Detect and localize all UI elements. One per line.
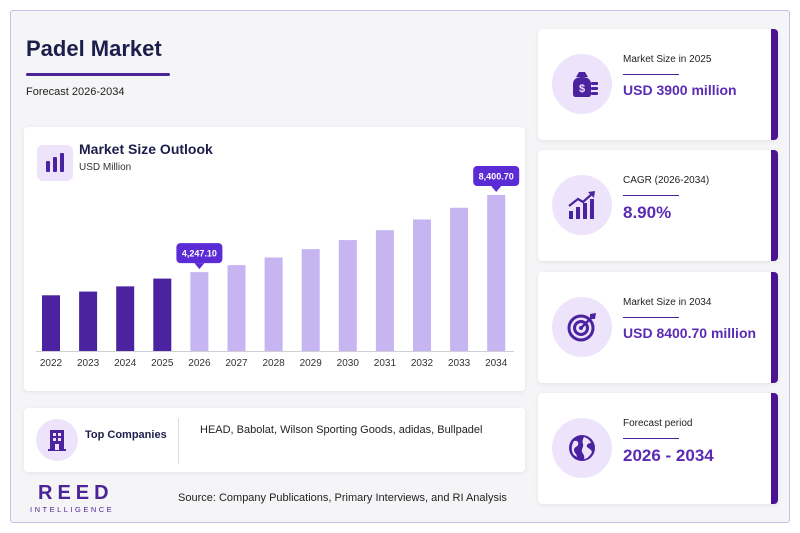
building-icon [36,419,78,461]
bar-2029 [301,249,320,351]
top-companies-label: Top Companies [85,429,167,441]
bar-2034 [487,195,506,351]
stat-card-cagr: CAGR (2026-2034) 8.90% [538,150,778,261]
stat-label: Market Size in 2025 [623,54,712,65]
x-tick-label-2026: 2026 [188,358,211,369]
stat-card-market-size-2034: Market Size in 2034 USD 8400.70 million [538,272,778,383]
money-bag-icon: $ [552,54,612,114]
x-tick-label-2024: 2024 [114,358,137,369]
x-tick-label-2023: 2023 [77,358,100,369]
bar-2031 [375,230,394,351]
x-tick-label-2031: 2031 [374,358,397,369]
stat-label: CAGR (2026-2034) [623,175,710,186]
accent-bar [771,150,778,261]
x-tick-label-2022: 2022 [40,358,63,369]
svg-text:4,247.10: 4,247.10 [182,249,217,259]
bar-2026 [190,272,209,351]
title-underline [26,73,170,76]
x-tick-label-2030: 2030 [337,358,360,369]
source-note: Source: Company Publications, Primary In… [178,492,507,504]
stat-underline [623,317,679,318]
bar-2028 [264,257,283,351]
stat-value: USD 8400.70 million [623,325,757,341]
chart-title: Market Size Outlook [79,141,213,157]
stat-underline [623,195,679,196]
svg-text:$: $ [579,83,585,95]
bar-2024 [116,286,135,351]
stat-value: 2026 - 2034 [623,446,714,465]
stat-card-forecast-period: Forecast period 2026 - 2034 [538,393,778,504]
page-title: Padel Market [26,36,162,61]
x-tick-label-2029: 2029 [300,358,323,369]
x-tick-label-2034: 2034 [485,358,508,369]
page-subtitle: Forecast 2026-2034 [26,86,125,98]
stat-underline [623,438,679,439]
bar-2027 [227,265,246,351]
top-companies-list: HEAD, Babolat, Wilson Sporting Goods, ad… [200,424,483,436]
chart-card: Market Size Outlook USD Million 2022 2023… [24,127,525,391]
data-label-2034: 8,400.70 [473,166,520,192]
accent-bar [771,29,778,140]
x-tick-label-2028: 2028 [262,358,285,369]
data-label-2026: 4,247.10 [176,243,223,270]
divider [178,418,179,464]
x-tick-label-2027: 2027 [225,358,248,369]
globe-icon [552,418,612,478]
x-tick-label-2033: 2033 [448,358,471,369]
stat-value: USD 3900 million [623,82,737,98]
accent-bar [771,393,778,504]
stat-card-market-size-2025: $ Market Size in 2025 USD 3900 million [538,29,778,140]
target-icon [552,297,612,357]
bar-2033 [450,207,469,351]
chart-unit: USD Million [79,162,132,173]
accent-bar [771,272,778,383]
growth-chart-icon [552,175,612,235]
top-companies-card: Top Companies HEAD, Babolat, Wilson Spor… [24,408,525,472]
svg-text:8,400.70: 8,400.70 [479,172,514,182]
logo-wordmark: REED [38,482,114,504]
bar-2030 [338,240,357,351]
bar-2023 [79,291,98,351]
logo-subtext: INTELLIGENCE [30,505,115,514]
x-tick-label-2025: 2025 [151,358,174,369]
market-size-chart: 2022 2023 2024 2025 2026 2027 2028 2029 2030 2031… [36,166,520,369]
stat-label: Forecast period [623,418,693,429]
x-tick-label-2032: 2032 [411,358,434,369]
stat-value: 8.90% [623,203,672,222]
bar-2022 [42,295,60,351]
bar-chart-icon [37,145,73,181]
stat-underline [623,74,679,75]
bar-2025 [153,278,172,351]
stat-label: Market Size in 2034 [623,297,712,308]
bar-2032 [413,219,431,351]
